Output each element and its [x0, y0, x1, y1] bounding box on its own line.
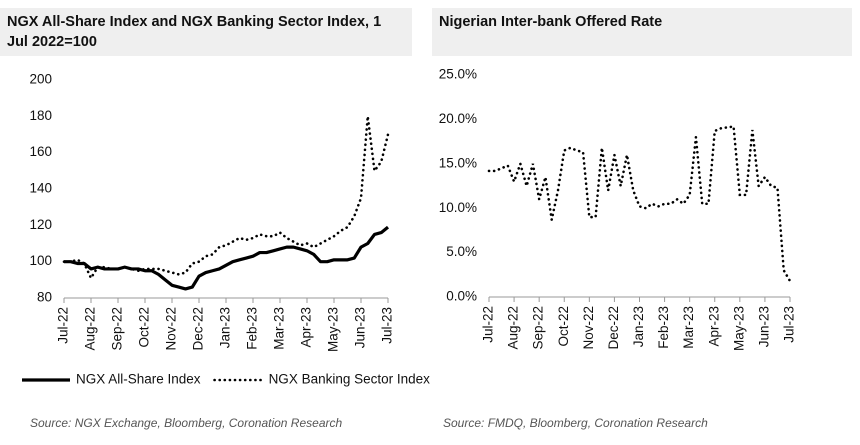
x-tick-label: Jul-22	[481, 306, 496, 343]
y-tick-label: 10.0%	[439, 200, 477, 215]
y-tick-label: 80	[37, 290, 52, 305]
y-tick-label: 140	[29, 181, 52, 196]
x-tick-label: Nov-22	[164, 307, 179, 351]
legend-label: NGX Banking Sector Index	[269, 372, 431, 387]
x-tick-label: Feb-23	[656, 306, 671, 349]
y-tick-label: 25.0%	[439, 67, 477, 82]
x-tick-label: Oct-22	[137, 307, 152, 348]
x-tick-label: Jul-23	[782, 306, 797, 343]
chart-title: Nigerian Inter-bank Offered Rate	[432, 8, 852, 56]
x-tick-label: Aug-22	[83, 307, 98, 351]
x-tick-label: Oct-22	[556, 306, 571, 347]
y-tick-label: 180	[29, 108, 52, 123]
data-line	[62, 116, 390, 281]
legend-label: NGX All-Share Index	[76, 372, 201, 387]
x-tick-label: Jul-23	[380, 307, 395, 344]
y-tick-label: 160	[29, 144, 52, 159]
x-tick-label: Jan-23	[631, 306, 646, 347]
x-tick-label: Dec-22	[191, 307, 206, 351]
x-tick-label: Feb-23	[245, 307, 260, 350]
x-tick-label: Apr-23	[299, 307, 314, 348]
x-tick-label: Jun-23	[353, 307, 368, 348]
x-tick-label: Jan-23	[218, 307, 233, 348]
y-tick-label: 20.0%	[439, 111, 477, 126]
y-tick-label: 15.0%	[439, 155, 477, 170]
y-tick-label: 120	[29, 217, 52, 232]
x-tick-label: Sep-22	[531, 306, 546, 350]
x-tick-label: Aug-22	[506, 306, 521, 350]
x-tick-label: May-23	[731, 306, 746, 351]
x-tick-label: May-23	[326, 307, 341, 352]
chart-title: NGX All-Share Index and NGX Banking Sect…	[0, 8, 412, 56]
source-note: Source: NGX Exchange, Bloomberg, Coronat…	[30, 416, 343, 430]
x-tick-label: Nov-22	[581, 306, 596, 350]
source-note: Source: FMDQ, Bloomberg, Coronation Rese…	[443, 416, 708, 430]
x-tick-label: Jul-22	[56, 307, 71, 344]
y-tick-label: 0.0%	[446, 289, 477, 304]
y-tick-label: 200	[29, 72, 52, 87]
y-tick-label: 5.0%	[446, 244, 477, 259]
x-tick-label: Sep-22	[110, 307, 125, 351]
x-tick-label: Dec-22	[606, 306, 621, 350]
x-tick-label: Jun-23	[756, 306, 771, 347]
x-tick-label: Mar-23	[681, 306, 696, 349]
x-tick-label: Apr-23	[706, 306, 721, 347]
y-tick-label: 100	[29, 253, 52, 268]
x-tick-label: Mar-23	[272, 307, 287, 350]
data-line	[487, 125, 792, 283]
data-line	[64, 225, 390, 291]
